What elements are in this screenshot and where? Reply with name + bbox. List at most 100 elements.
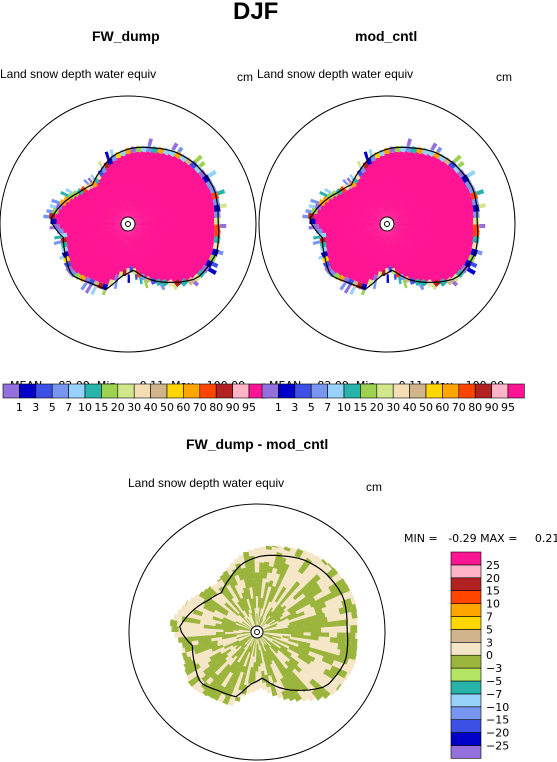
diff-stats-line: MIN = -0.29 MAX = 0.21 bbox=[397, 519, 557, 545]
colorbar-swatch bbox=[492, 384, 508, 398]
snow-cell bbox=[407, 138, 412, 146]
snow-cell bbox=[214, 224, 220, 231]
colorbar-swatch bbox=[151, 384, 167, 398]
colorbar-swatch bbox=[451, 655, 481, 668]
colorbar-tick-label: 50 bbox=[160, 401, 174, 414]
polar-map-mod-cntl bbox=[257, 94, 517, 354]
diff-cell bbox=[207, 632, 216, 636]
colorbar-swatch bbox=[410, 384, 426, 398]
colorbar-tick-label: −3 bbox=[486, 662, 502, 675]
snow-cell bbox=[430, 142, 437, 150]
colorbar-tick-label: −10 bbox=[486, 701, 509, 714]
snow-cell bbox=[80, 282, 87, 290]
diff-cell bbox=[299, 629, 306, 633]
colorbar-tick-label: 30 bbox=[127, 401, 141, 414]
colorbar-tick-label: 1 bbox=[16, 401, 23, 414]
colorbar-tick-label: 5 bbox=[308, 401, 315, 414]
colorbar-swatch bbox=[475, 384, 491, 398]
snow-cell bbox=[214, 211, 221, 218]
colorbar-tick-label: 95 bbox=[242, 401, 256, 414]
colorbar-tick-label: 60 bbox=[176, 401, 190, 414]
colorbar-swatch bbox=[360, 384, 376, 398]
snow-cell bbox=[208, 267, 217, 275]
snow-cell bbox=[54, 240, 62, 245]
snow-cell bbox=[478, 203, 485, 208]
pole-marker bbox=[251, 626, 263, 638]
panel-title-fw-dump: FW_dump bbox=[92, 28, 160, 44]
colorbar-tick-label: 80 bbox=[209, 401, 223, 414]
snow-cell bbox=[43, 215, 49, 219]
colorbar-swatch bbox=[451, 746, 481, 759]
snow-cell bbox=[357, 161, 362, 168]
colorbar-tick-label: 15 bbox=[486, 585, 500, 598]
snow-cell bbox=[387, 274, 389, 283]
colorbar-tick-label: 90 bbox=[226, 401, 240, 414]
colorbar-tick-label: 10 bbox=[337, 401, 351, 414]
colorbar-tick-label: −20 bbox=[486, 727, 509, 740]
colorbar-tick-label: 15 bbox=[94, 401, 108, 414]
colorbar-tick-label: 3 bbox=[486, 636, 493, 649]
snow-cell bbox=[148, 138, 153, 146]
colorbar-tick-label: 0 bbox=[486, 649, 493, 662]
colorbar-tick-label: 3 bbox=[291, 401, 298, 414]
snow-cell bbox=[60, 191, 69, 197]
snow-cell bbox=[105, 151, 110, 159]
units-label: cm bbox=[496, 70, 512, 84]
colorbar-tick-label: −25 bbox=[486, 740, 509, 753]
colorbar-tick-label: −7 bbox=[486, 688, 502, 701]
colorbar-swatch bbox=[19, 384, 35, 398]
colorbar-tick-label: 7 bbox=[65, 401, 72, 414]
snow-cell bbox=[171, 142, 178, 150]
colorbar-tick-label: 20 bbox=[486, 572, 500, 585]
snow-cell bbox=[46, 209, 52, 213]
snow-cell bbox=[319, 191, 328, 197]
colorbar-swatch bbox=[451, 552, 481, 565]
colorbar-swatch bbox=[451, 668, 481, 681]
colorbar-tick-label: −15 bbox=[486, 714, 509, 727]
colorbar-swatch bbox=[216, 384, 232, 398]
snow-cell bbox=[217, 189, 225, 195]
colorbar-tick-label: 70 bbox=[193, 401, 207, 414]
colorbar-tick-label: 1 bbox=[275, 401, 282, 414]
snow-cell bbox=[310, 199, 319, 205]
snow-cell bbox=[476, 189, 484, 195]
colorbar-swatch bbox=[233, 384, 249, 398]
snow-cell bbox=[467, 267, 476, 275]
colorbar-swatch bbox=[459, 384, 475, 398]
colorbar-swatch bbox=[393, 384, 409, 398]
panel-title-mod-cntl: mod_cntl bbox=[355, 28, 417, 44]
diff-cell bbox=[255, 686, 259, 690]
colorbar-swatch bbox=[183, 384, 199, 398]
snow-cell bbox=[466, 170, 475, 178]
snow-cell bbox=[309, 204, 316, 209]
colorbar-swatch bbox=[451, 694, 481, 707]
colorbar-swatch bbox=[451, 707, 481, 720]
colorbar-swatch bbox=[451, 617, 481, 630]
colorbar-swatch bbox=[451, 629, 481, 642]
colorbar-swatch bbox=[85, 384, 101, 398]
max-value: 0.21 bbox=[535, 532, 557, 545]
max-label: MAX = bbox=[480, 532, 517, 545]
colorbar-swatch bbox=[451, 642, 481, 655]
polar-map-fw-dump bbox=[0, 94, 258, 354]
colorbar-tick-label: 20 bbox=[370, 401, 384, 414]
colorbar-swatch bbox=[508, 384, 524, 398]
colorbar-tick-label: 15 bbox=[353, 401, 367, 414]
colorbar-swatch bbox=[451, 578, 481, 591]
snow-cell bbox=[50, 204, 57, 209]
colorbar-tick-label: 10 bbox=[486, 598, 500, 611]
snow-cell bbox=[479, 224, 485, 228]
colorbar-swatch bbox=[328, 384, 344, 398]
panel-title-difference: FW_dump - mod_cntl bbox=[186, 436, 328, 452]
diff-cell bbox=[347, 618, 358, 626]
snow-cell bbox=[87, 177, 92, 183]
units-label: cm bbox=[237, 70, 253, 84]
diff-cell bbox=[335, 625, 350, 632]
colorbar-tick-label: 5 bbox=[49, 401, 56, 414]
snow-cell bbox=[219, 203, 226, 208]
snow-cell bbox=[214, 218, 220, 225]
polar-map-difference bbox=[127, 502, 387, 762]
colorbar-tick-label: 30 bbox=[386, 401, 400, 414]
snow-cell bbox=[90, 287, 96, 296]
